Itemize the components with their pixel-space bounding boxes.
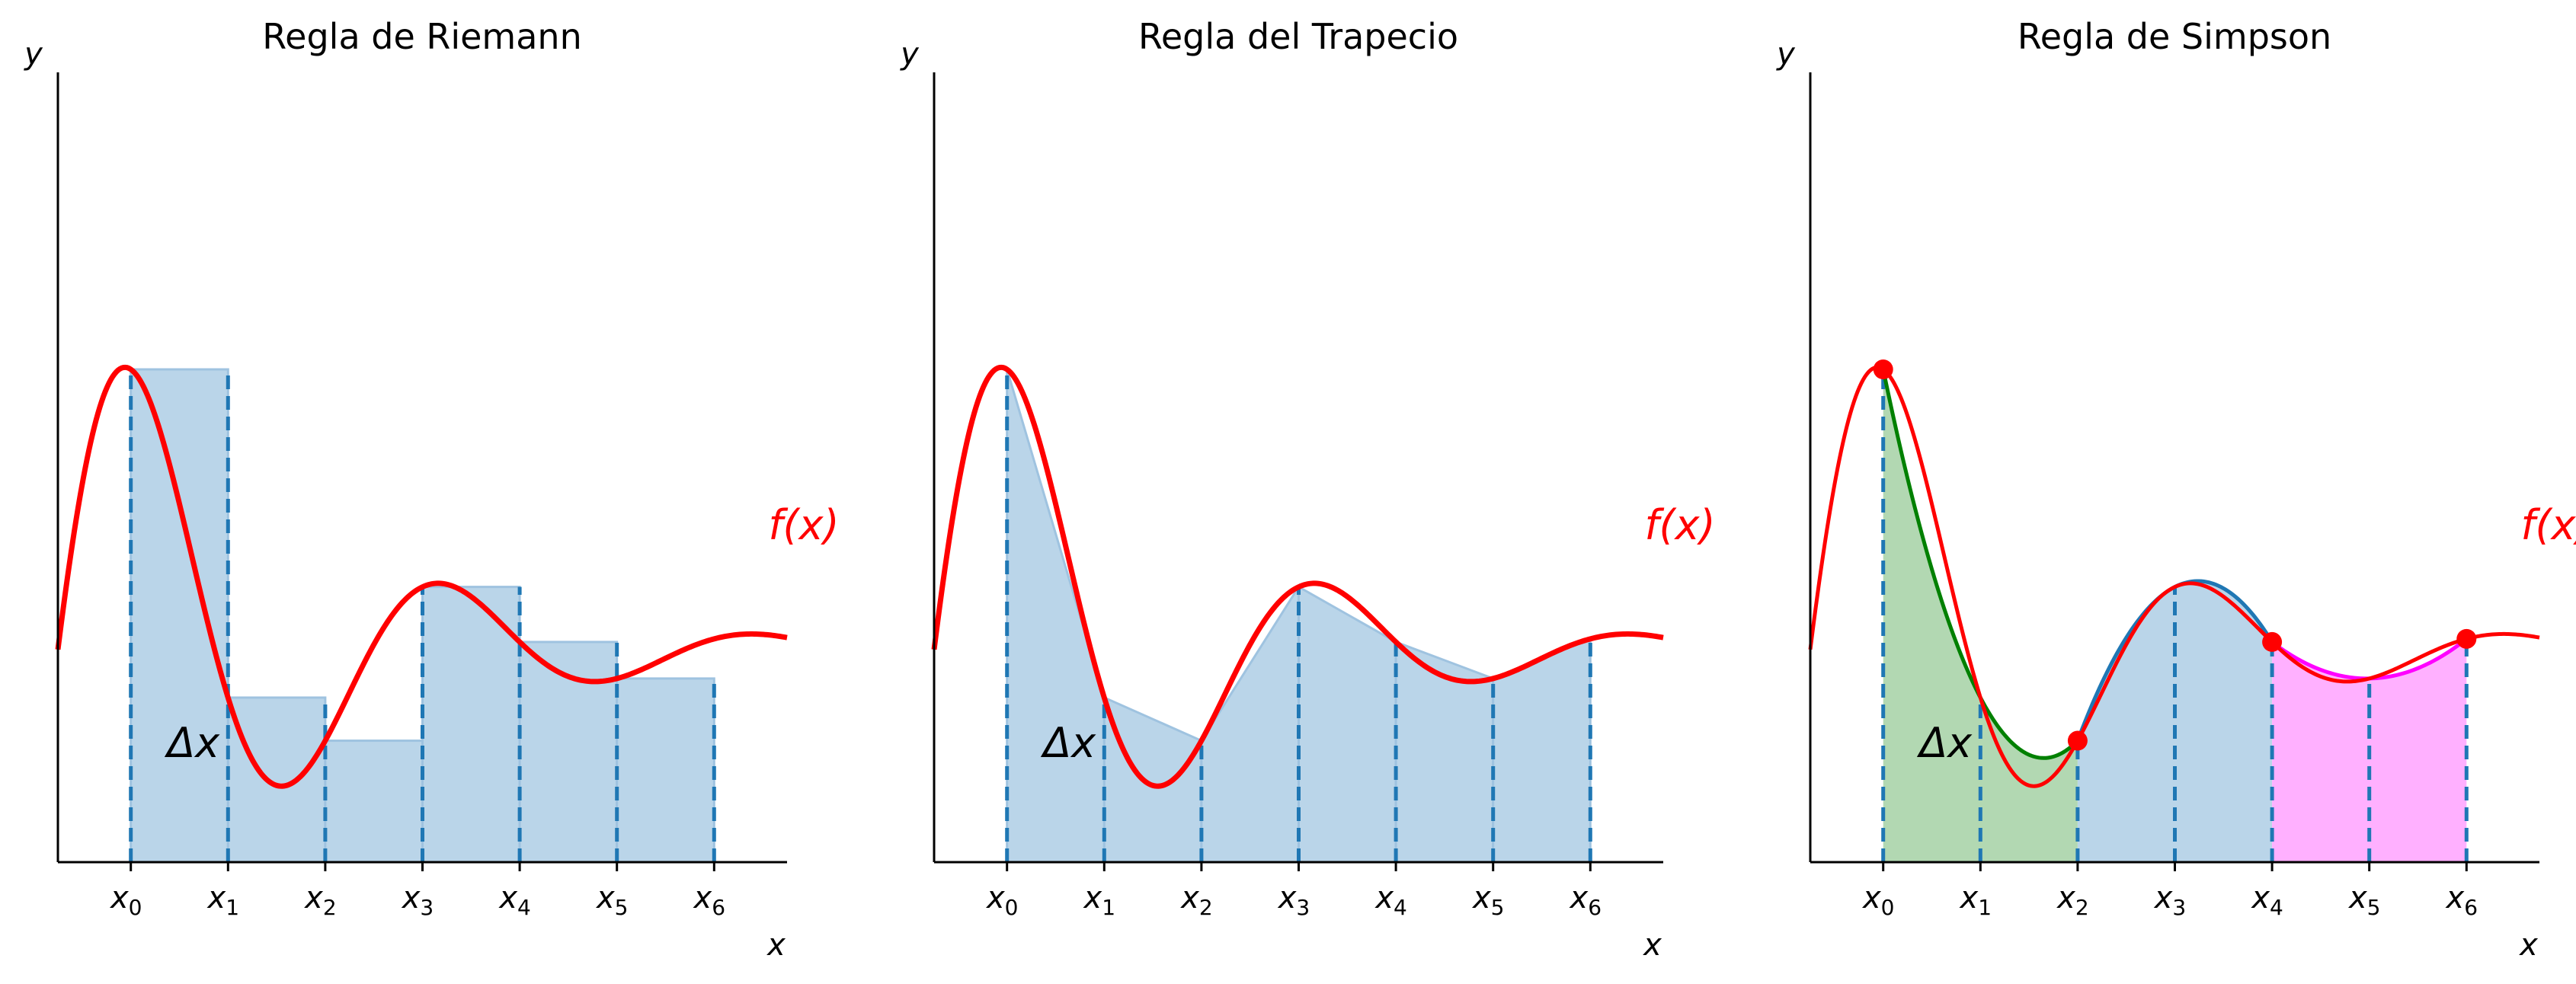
x-tick-label: x5: [1471, 880, 1505, 920]
chart-panel-simpson: x0 x1 x2 x3 x4 x5 x6 Regla de Simpson y x f(x) Δx: [1776, 16, 2576, 963]
chart-title: Regla del Trapecio: [1138, 16, 1458, 57]
x-tick-label: x6: [1569, 880, 1602, 920]
x-tick-label: x1: [206, 880, 240, 920]
x-tick-label: x5: [2347, 880, 2381, 920]
simpson-node-point: [2456, 628, 2477, 649]
trapezoid-segment: [1102, 695, 1203, 864]
x-tick-label: x0: [1861, 880, 1895, 920]
x-tick-label: x6: [2445, 880, 2478, 920]
y-axis-label: y: [1776, 37, 1796, 72]
x-axis-label: x: [1642, 928, 1662, 963]
chart-panel-riemann: x0 x1 x2 x3 x4 x5 x6 Regla de Riemann y x f(x) Δx: [24, 16, 839, 963]
x-tick-label: x1: [1959, 880, 1992, 920]
x-tick-label: x2: [303, 880, 337, 920]
function-curve: [55, 364, 788, 789]
x-tick-label: x5: [595, 880, 629, 920]
x-tick-label: x2: [2056, 880, 2089, 920]
riemann-rect: [226, 696, 327, 864]
x-tick-label: x0: [109, 880, 142, 920]
x-tick-label: x4: [2250, 880, 2283, 920]
riemann-rect: [616, 677, 715, 864]
riemann-rect: [324, 740, 424, 864]
delta-x-label: Δx: [1916, 719, 1973, 767]
delta-x-label: Δx: [1040, 719, 1096, 767]
simpson-fill: [2077, 580, 2273, 862]
riemann-rect: [130, 368, 229, 864]
x-tick-label: x3: [401, 880, 434, 920]
simpson-node-point: [2262, 631, 2283, 652]
y-axis-label: y: [900, 37, 920, 72]
simpson-node-point: [1873, 359, 1893, 379]
x-tick-label: x4: [1374, 880, 1407, 920]
simpson-node-point: [2067, 730, 2088, 751]
x-tick-label: x4: [498, 880, 531, 920]
x-axis-label: x: [766, 928, 786, 963]
simpson-fill: [1883, 369, 2078, 862]
x-axis-label: x: [2518, 928, 2538, 963]
riemann-rect: [421, 586, 521, 864]
chart-title: Regla de Riemann: [262, 16, 581, 57]
y-axis-label: y: [24, 37, 43, 72]
x-tick-label: x0: [985, 880, 1019, 920]
trapezoid-segment: [1006, 369, 1106, 864]
x-tick-label: x3: [1277, 880, 1310, 920]
x-tick-label: x3: [2153, 880, 2187, 920]
function-curve: [931, 364, 1664, 789]
function-label: f(x): [1644, 501, 1715, 549]
x-tick-label: x6: [693, 880, 726, 920]
delta-x-label: Δx: [164, 719, 220, 767]
x-tick-label: x2: [1179, 880, 1213, 920]
chart-title: Regla de Simpson: [2018, 16, 2331, 57]
function-curve: [1808, 365, 2540, 788]
trapezoid-segment: [1200, 583, 1300, 864]
function-label: f(x): [768, 501, 839, 549]
function-label: f(x): [2520, 501, 2576, 549]
x-tick-label: x1: [1083, 880, 1116, 920]
chart-panel-trapezoid: x0 x1 x2 x3 x4 x5 x6 Regla del Trapecio y x f(x) Δx: [900, 16, 1715, 963]
